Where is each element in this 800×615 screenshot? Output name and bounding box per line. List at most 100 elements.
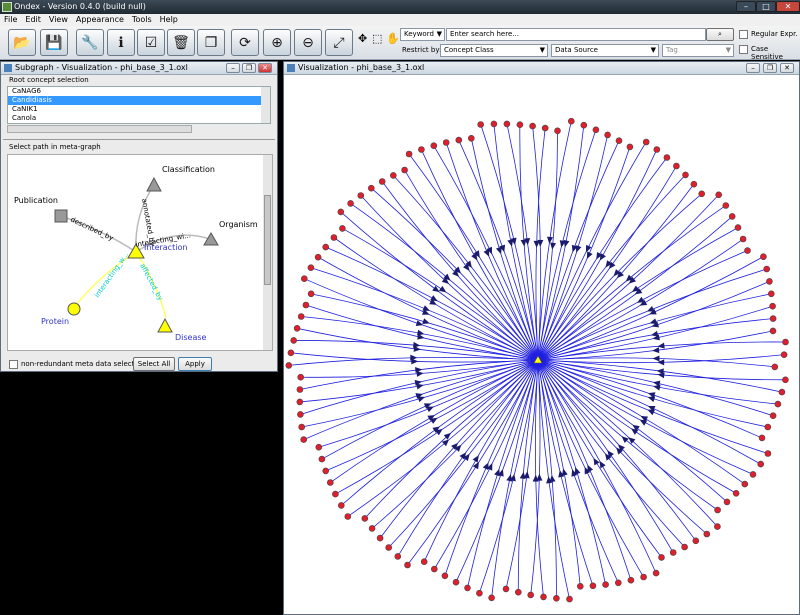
list-hscrollbar[interactable]	[7, 125, 192, 133]
zoom-in-button[interactable]: ⊕	[263, 29, 291, 56]
graph-node[interactable]	[296, 386, 304, 393]
graph-node[interactable]	[758, 434, 766, 442]
graph-node[interactable]	[420, 558, 428, 566]
graph-node[interactable]	[529, 122, 536, 130]
viz-minimize-button[interactable]: –	[746, 63, 760, 73]
graph-node[interactable]	[297, 411, 304, 418]
search-mode-select[interactable]: Keyword ▼	[400, 28, 445, 41]
graph-node[interactable]	[769, 412, 777, 420]
info-button[interactable]: ℹ	[107, 29, 135, 56]
list-scrollbar[interactable]	[261, 87, 270, 123]
graph-node[interactable]	[285, 362, 293, 369]
save-button[interactable]: 💾	[40, 29, 68, 56]
graph-node[interactable]	[769, 302, 776, 310]
interaction-node[interactable]	[127, 242, 145, 259]
graph-node[interactable]	[757, 460, 765, 468]
publication-node[interactable]	[54, 209, 68, 223]
tag-select[interactable]: Tag ▼	[662, 44, 734, 57]
graph-node[interactable]	[652, 569, 660, 577]
menu-tools[interactable]: Tools	[131, 15, 152, 24]
graph-node[interactable]	[315, 443, 323, 451]
graph-node[interactable]	[476, 589, 483, 597]
graph-node[interactable]	[771, 363, 779, 371]
graph-node[interactable]	[739, 235, 747, 243]
move-icon[interactable]: ✥	[358, 32, 368, 45]
checklist-button[interactable]: ☑	[137, 29, 165, 56]
graph-node[interactable]	[293, 325, 301, 332]
graph-node[interactable]	[468, 134, 475, 142]
disease-node[interactable]	[157, 317, 173, 333]
list-item-selected[interactable]: Candidiasis	[8, 96, 270, 105]
edge-described-by[interactable]	[63, 216, 137, 253]
graph-node[interactable]	[744, 247, 751, 254]
graph-node[interactable]	[418, 146, 425, 153]
graph-node[interactable]	[390, 172, 397, 179]
graph-node[interactable]	[540, 593, 547, 601]
graph-node[interactable]	[782, 338, 789, 346]
graph-node[interactable]	[442, 139, 450, 146]
graph-node[interactable]	[728, 213, 736, 220]
graph-node[interactable]	[488, 594, 495, 602]
classification-node[interactable]	[146, 176, 162, 192]
graph-node[interactable]	[330, 234, 338, 241]
viz-close-button[interactable]: ✕	[780, 63, 794, 73]
graph-node[interactable]	[741, 480, 749, 488]
graph-node[interactable]	[642, 138, 650, 146]
graph-node[interactable]	[431, 565, 438, 573]
graph-node[interactable]	[567, 117, 575, 125]
graph-node[interactable]	[502, 585, 510, 593]
graph-node[interactable]	[782, 376, 789, 384]
graph-node[interactable]	[368, 184, 375, 192]
graph-node[interactable]	[592, 126, 600, 134]
graph-node[interactable]	[339, 225, 346, 232]
graph-node[interactable]	[361, 515, 369, 522]
zoom-out-button[interactable]: ⊖	[294, 29, 322, 56]
graph-node[interactable]	[566, 595, 573, 603]
graph-node[interactable]	[749, 471, 757, 478]
wrench-button[interactable]: 🔧	[76, 29, 104, 56]
graph-node[interactable]	[766, 278, 773, 285]
apply-button[interactable]: Apply	[178, 357, 212, 371]
graph-node[interactable]	[580, 121, 588, 129]
select-icon[interactable]: ⬚	[372, 32, 383, 45]
organism-node[interactable]	[203, 232, 219, 246]
graph-node[interactable]	[541, 124, 549, 132]
concept-list[interactable]: CaNAG6 Candidiasis CaNIK1 Canola	[7, 86, 271, 124]
graph-scroll-thumb[interactable]	[264, 195, 271, 285]
graph-node[interactable]	[658, 554, 665, 561]
panel-restore-button[interactable]: ❐	[242, 63, 256, 73]
graph-node[interactable]	[322, 467, 330, 475]
graph-node[interactable]	[337, 502, 345, 509]
graph-node[interactable]	[627, 576, 635, 584]
list-item[interactable]: CaNIK1	[12, 105, 38, 113]
graph-node[interactable]	[653, 146, 661, 153]
graph-node[interactable]	[314, 253, 322, 261]
search-button[interactable]: ⌕	[706, 28, 734, 41]
graph-node[interactable]	[464, 584, 471, 592]
protein-node[interactable]	[67, 302, 81, 316]
menu-help[interactable]: Help	[159, 15, 178, 24]
fit-button[interactable]: ⤢	[325, 29, 353, 56]
graph-node[interactable]	[734, 224, 742, 231]
graph-node[interactable]	[723, 498, 731, 506]
graph-node[interactable]	[640, 573, 647, 581]
graph-node[interactable]	[615, 137, 623, 144]
graph-node[interactable]	[714, 506, 721, 514]
graph-node[interactable]	[576, 582, 584, 590]
graph-node[interactable]	[681, 543, 688, 551]
graph-node[interactable]	[307, 290, 315, 298]
graph-node[interactable]	[322, 243, 330, 251]
copy-button[interactable]: ❐	[197, 29, 225, 56]
graph-node[interactable]	[769, 327, 777, 335]
graph-node[interactable]	[760, 253, 767, 260]
graph-node[interactable]	[767, 290, 775, 298]
graph-node[interactable]	[553, 594, 560, 602]
hand-icon[interactable]: ✋	[386, 32, 400, 45]
graph-node[interactable]	[357, 192, 365, 199]
nonredundant-checkbox[interactable]	[9, 360, 18, 369]
graph-node[interactable]	[297, 313, 305, 320]
graph-node[interactable]	[703, 530, 711, 538]
panel-close-button[interactable]: ✕	[258, 63, 272, 73]
graph-node[interactable]	[300, 275, 308, 282]
menu-view[interactable]: View	[48, 15, 68, 24]
